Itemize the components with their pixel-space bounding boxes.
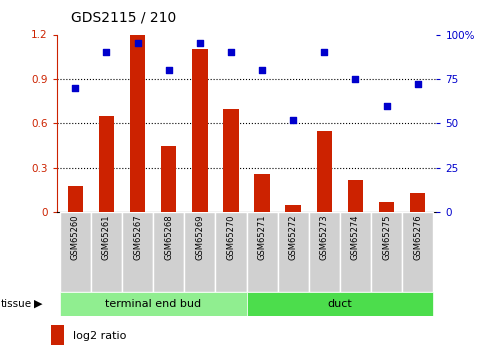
Text: GSM65267: GSM65267 [133, 215, 142, 260]
Text: ▶: ▶ [34, 299, 42, 308]
Text: duct: duct [327, 299, 352, 308]
Bar [184, 212, 215, 292]
Point [414, 81, 422, 87]
Bar [285, 205, 301, 212]
Bar [51, 325, 64, 345]
Bar [254, 174, 270, 212]
Text: GSM65269: GSM65269 [195, 215, 204, 260]
Point [258, 67, 266, 73]
Bar [99, 116, 114, 212]
Point [196, 41, 204, 46]
Bar [246, 212, 278, 292]
Bar [246, 292, 433, 316]
Text: GSM65261: GSM65261 [102, 215, 111, 260]
Bar [348, 180, 363, 212]
Bar [60, 212, 91, 292]
Text: GSM65272: GSM65272 [289, 215, 298, 260]
Text: GSM65274: GSM65274 [351, 215, 360, 260]
Text: GSM65270: GSM65270 [226, 215, 236, 260]
Point [320, 50, 328, 55]
Text: tissue: tissue [1, 299, 32, 308]
Text: GSM65273: GSM65273 [320, 215, 329, 260]
Bar [192, 49, 208, 212]
Bar [317, 131, 332, 212]
Point [165, 67, 173, 73]
Bar [309, 212, 340, 292]
Bar [223, 109, 239, 212]
Bar [278, 212, 309, 292]
Text: terminal end bud: terminal end bud [105, 299, 201, 308]
Point [383, 103, 390, 108]
Text: GSM65275: GSM65275 [382, 215, 391, 260]
Bar [410, 193, 425, 212]
Text: GSM65271: GSM65271 [257, 215, 267, 260]
Text: GDS2115 / 210: GDS2115 / 210 [71, 10, 176, 24]
Bar [68, 186, 83, 212]
Text: GSM65268: GSM65268 [164, 215, 173, 260]
Point [352, 76, 359, 82]
Text: log2 ratio: log2 ratio [73, 331, 127, 341]
Point [134, 41, 141, 46]
Point [289, 117, 297, 122]
Point [103, 50, 110, 55]
Bar [122, 212, 153, 292]
Bar [215, 212, 246, 292]
Text: GSM65260: GSM65260 [71, 215, 80, 260]
Bar [379, 202, 394, 212]
Bar [402, 212, 433, 292]
Bar [371, 212, 402, 292]
Text: GSM65276: GSM65276 [413, 215, 422, 260]
Bar [60, 292, 246, 316]
Point [227, 50, 235, 55]
Bar [91, 212, 122, 292]
Point [71, 85, 79, 91]
Bar [130, 34, 145, 212]
Bar [161, 146, 176, 212]
Bar [153, 212, 184, 292]
Bar [340, 212, 371, 292]
